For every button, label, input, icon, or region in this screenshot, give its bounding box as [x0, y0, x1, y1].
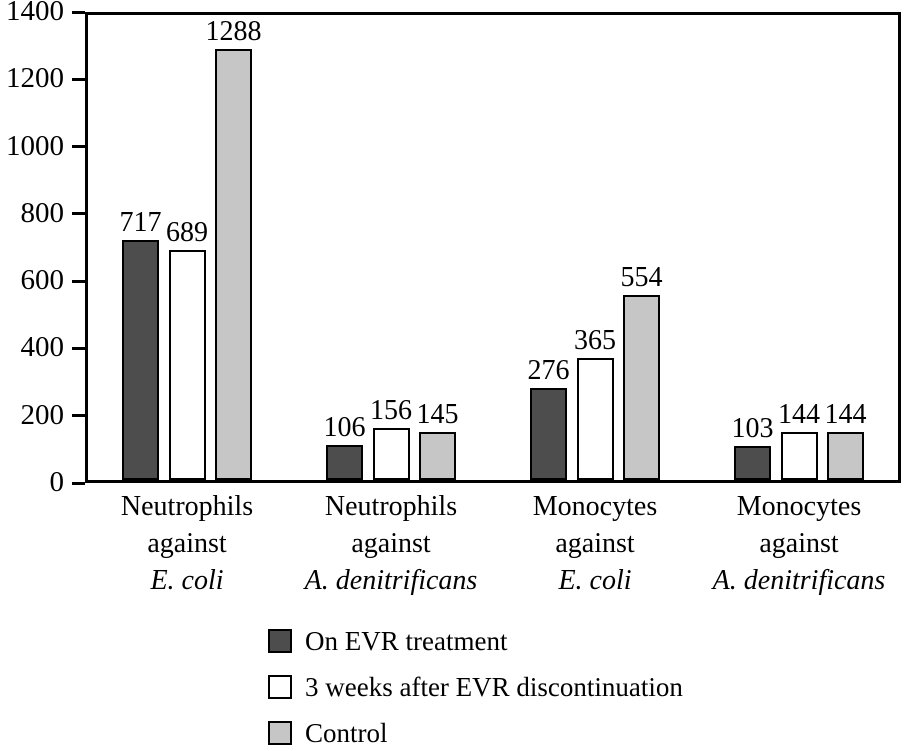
x-group-label-line2: against — [147, 528, 227, 559]
x-group-label-line1: Monocytes — [532, 491, 658, 522]
bar-value-label: 689 — [166, 217, 208, 248]
bar-value-label: 106 — [323, 412, 366, 443]
y-tick — [72, 145, 85, 149]
legend-swatch — [268, 675, 292, 699]
bar — [576, 358, 614, 480]
bar-value-label: 717 — [119, 207, 162, 238]
bar-value-label: 145 — [416, 399, 459, 430]
legend-label: Control — [305, 718, 388, 748]
bar — [372, 428, 410, 480]
x-group-label-line2: against — [555, 528, 635, 559]
x-group-label: Neutrophils against A. denitrificans — [251, 488, 531, 599]
x-group-label: Neutrophils against E. coli — [47, 488, 327, 599]
x-group-label-line2: against — [759, 528, 839, 559]
legend-swatch — [268, 629, 292, 653]
y-tick-label: 600 — [20, 264, 65, 297]
bar-value-label: 156 — [370, 395, 412, 426]
x-group-label-species: A. denitrificans — [712, 565, 886, 596]
bar-value-label: 103 — [731, 413, 774, 444]
y-tick — [72, 481, 85, 485]
y-tick-label: 1000 — [6, 129, 64, 162]
x-group-label-species: A. denitrificans — [304, 565, 478, 596]
legend-item: On EVR treatment — [268, 627, 683, 655]
bar — [780, 432, 818, 480]
y-tick — [72, 279, 85, 283]
legend: On EVR treatment 3 weeks after EVR discon… — [268, 627, 683, 747]
bar-value-label: 276 — [527, 355, 570, 386]
bar-value-label: 554 — [620, 262, 663, 293]
y-tick — [72, 77, 85, 81]
bar — [168, 250, 206, 480]
y-tick-label: 1400 — [6, 0, 64, 27]
x-group-label-line1: Monocytes — [736, 491, 862, 522]
x-group-label-line1: Neutrophils — [120, 491, 254, 522]
y-tick-label: 400 — [20, 331, 65, 364]
bar — [734, 446, 771, 480]
y-tick-label: 1200 — [6, 62, 64, 95]
y-tick-label: 200 — [20, 398, 65, 431]
bar-value-label: 365 — [574, 325, 616, 356]
y-tick — [72, 10, 85, 14]
bar — [122, 240, 159, 480]
legend-item: Control — [268, 719, 683, 747]
y-tick — [72, 414, 85, 418]
y-tick-label: 0 — [49, 466, 65, 498]
x-group-label: Monocytes against A. denitrificans — [659, 488, 906, 599]
x-group-label-species: E. coli — [558, 565, 632, 596]
legend-label: On EVR treatment — [305, 626, 508, 656]
bar-value-label: 144 — [778, 399, 820, 430]
bar — [530, 388, 567, 480]
x-group-label-species: E. coli — [150, 565, 224, 596]
bar — [326, 445, 363, 480]
bar-value-label: 144 — [824, 399, 867, 430]
legend-label: 3 weeks after EVR discontinuation — [305, 672, 683, 702]
x-group-label-line1: Neutrophils — [324, 491, 458, 522]
x-group-label: Monocytes against E. coli — [455, 488, 735, 599]
bar-value-label: 1288 — [205, 16, 262, 47]
x-group-label-line2: against — [351, 528, 431, 559]
bar — [215, 49, 252, 480]
legend-swatch — [268, 721, 292, 745]
y-tick-label: 800 — [20, 196, 65, 229]
bar — [623, 295, 660, 480]
y-tick — [72, 346, 85, 350]
y-tick — [72, 212, 85, 216]
legend-item: 3 weeks after EVR discontinuation — [268, 673, 683, 701]
bar — [827, 432, 864, 480]
bar — [419, 432, 456, 480]
